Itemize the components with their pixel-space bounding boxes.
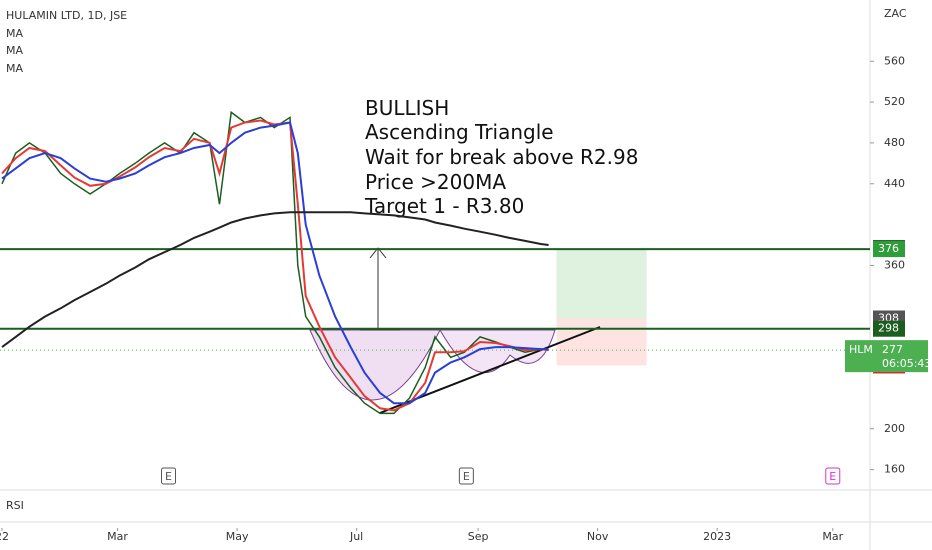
event-label: E bbox=[165, 470, 172, 483]
y-tick-label: 160 bbox=[884, 463, 905, 476]
last-price-label: 277 bbox=[882, 343, 903, 356]
price-tag bbox=[873, 320, 905, 337]
cup-drawing bbox=[309, 329, 441, 401]
currency-label: ZAC bbox=[884, 7, 907, 20]
price-tag-label: 298 bbox=[878, 322, 899, 335]
event-marker bbox=[161, 467, 177, 485]
last-price-tag bbox=[845, 340, 928, 373]
price-tag bbox=[873, 241, 905, 258]
target-zone bbox=[556, 249, 647, 319]
y-tick-label: 480 bbox=[884, 136, 905, 149]
measure-arrowhead bbox=[369, 247, 387, 259]
countdown: 06:05:43 bbox=[882, 357, 931, 370]
last-price-symbol: HLM bbox=[849, 343, 873, 356]
annotation: Target 1 - R3.80 bbox=[364, 194, 524, 218]
y-tick-label: 360 bbox=[884, 258, 905, 271]
x-tick-label: Mar bbox=[107, 530, 128, 543]
y-tick-label: 560 bbox=[884, 54, 905, 67]
annotation: BULLISH bbox=[365, 96, 449, 120]
x-tick-label: Jul bbox=[349, 530, 363, 543]
stop-zone bbox=[556, 318, 647, 366]
indicator-label: MA bbox=[6, 27, 23, 40]
event-marker bbox=[458, 467, 474, 485]
x-tick-label: Mar bbox=[822, 530, 843, 543]
annotation: Ascending Triangle bbox=[365, 120, 554, 144]
indicator-label: MA bbox=[6, 62, 23, 75]
annotation: Wait for break above R2.98 bbox=[365, 145, 638, 169]
y-tick-label: 440 bbox=[884, 177, 905, 190]
x-tick-label: Nov bbox=[587, 530, 609, 543]
y-tick-label: 200 bbox=[884, 422, 905, 435]
pane-label: RSI bbox=[6, 499, 24, 512]
price-tag-label: 376 bbox=[878, 242, 899, 255]
x-tick-label: Sep bbox=[468, 530, 489, 543]
event-label: E bbox=[829, 470, 836, 483]
event-marker bbox=[825, 467, 841, 485]
event-label: E bbox=[463, 470, 470, 483]
x-tick-label: 2023 bbox=[703, 530, 731, 543]
x-tick-label: 22 bbox=[0, 530, 9, 543]
ma-line bbox=[1, 121, 549, 405]
chart-title: HULAMIN LTD, 1D, JSE bbox=[6, 9, 127, 22]
x-tick-label: May bbox=[226, 530, 249, 543]
indicator-label: MA bbox=[6, 44, 23, 57]
ma-line bbox=[1, 211, 549, 348]
annotation: Price >200MA bbox=[365, 170, 506, 194]
y-tick-label: 520 bbox=[884, 95, 905, 108]
